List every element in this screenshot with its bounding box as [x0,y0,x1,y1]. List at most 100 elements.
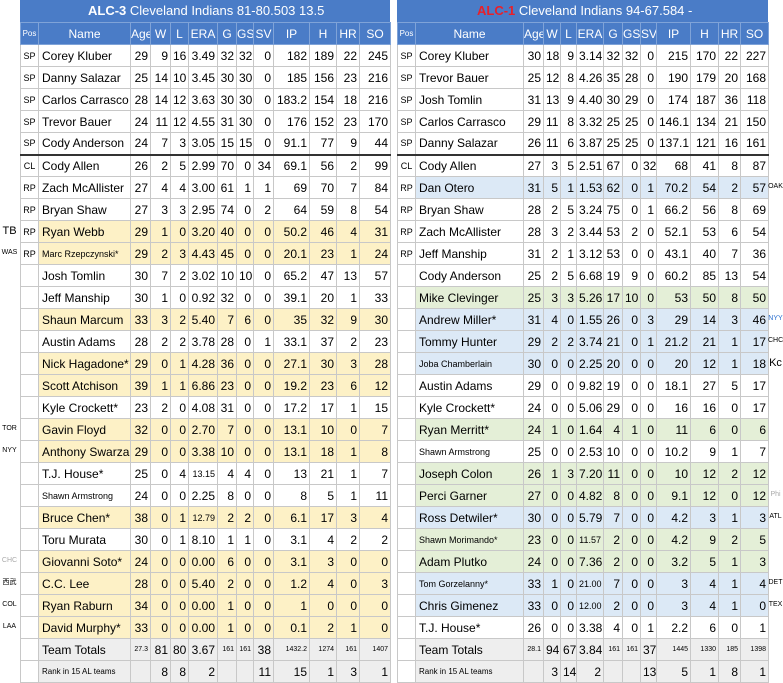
stat-hr: 8 [336,198,360,221]
team-side-label: ATL [769,513,782,520]
stat-gs: 0 [236,330,254,353]
stat-ip: 182 [273,44,310,67]
table-row: RP Zach McAllister 27 4 4 3.00 61 1 1 69 70 7 84 [20,176,391,199]
stat-g: 4 [217,462,237,485]
stat-era: 7.20 [576,462,604,485]
position-cell [397,616,416,639]
player-name: Marc Rzepczynski* [38,242,131,265]
table-row: Adam Plutko 24 0 0 7.36 2 0 0 3.2 5 1 3 [397,550,769,573]
stat-l: 1 [560,176,577,199]
team-side-label: CHC [768,337,783,344]
stat-gs: 29 [622,88,641,111]
stat-g: 74 [217,198,237,221]
stat-hr: 2 [336,330,360,353]
stat-gs: 0 [236,440,254,463]
rank-h: 1 [309,660,337,683]
position-cell [20,572,39,595]
player-name: Austin Adams [415,374,524,397]
stat-sv: 0 [640,352,657,375]
stat-hr: 1 [718,352,741,375]
stat-gs: 0 [622,594,641,617]
stat-hr: 36 [718,88,741,111]
stat-hr: 0 [336,418,360,441]
table-row: Toru Murata 30 0 1 8.10 1 1 0 3.1 4 2 2 [20,528,391,551]
stat-so: 57 [740,176,769,199]
rank-so: 1 [740,660,769,683]
stat-ip: 53 [656,286,691,309]
position-cell: SP [20,66,39,89]
table-row: Joseph Colon 26 1 3 7.20 11 0 0 10 12 2 12 [397,462,769,485]
stat-hr: 2 [718,528,741,551]
stat-sv: 0 [253,484,274,507]
stat-age: 39 [130,374,151,397]
stat-h: 85 [690,264,719,287]
stat-ip: 21.2 [656,330,691,353]
rank-label: Rank in 15 AL teams [38,660,131,683]
total-g: 161 [217,638,237,661]
stat-era: 5.26 [576,286,604,309]
stat-ip: 64 [273,198,310,221]
team-side-label: COL [2,601,17,608]
right-title-tag: ALC-1 [477,3,516,18]
stat-g: 11 [603,462,623,485]
stat-w: 1 [150,220,171,243]
stat-g: 25 [603,132,623,155]
stat-ip: 137.1 [656,132,691,155]
stat-age: 31 [523,242,544,265]
stat-so: 2 [359,528,391,551]
stat-w: 7 [150,264,171,287]
stat-sv: 0 [253,352,274,375]
stat-age: 29 [130,440,151,463]
stat-h: 187 [690,88,719,111]
column-header-age: Age [130,22,151,45]
stat-ip: 10 [656,462,691,485]
player-name: Joba Chamberlain [415,352,524,375]
stat-hr: 1 [718,572,741,595]
rank-row: Rank in 15 AL teams 3 14 2 13 5 1 8 1 [397,660,769,683]
stat-w: 18 [543,44,561,67]
stat-era: 5.40 [188,572,218,595]
stat-gs: 0 [622,462,641,485]
stat-g: 7 [217,308,237,331]
rank-h: 1 [690,660,719,683]
team-side-label: NYY [2,447,17,454]
stat-w: 4 [150,176,171,199]
stat-g: 62 [603,176,623,199]
table-row: SP Carlos Carrasco 28 14 12 3.63 30 30 0 183.2 154… [20,88,391,111]
stat-so: 31 [359,220,391,243]
stat-age: 31 [523,176,544,199]
position-cell: RP [397,220,416,243]
stat-l: 0 [170,418,189,441]
stat-era: 4.43 [188,242,218,265]
stat-so: 161 [740,132,769,155]
stat-hr: 22 [336,44,360,67]
right-title-text: Cleveland Indians 94-67.584 - [515,3,693,18]
stat-l: 2 [170,308,189,331]
stat-gs: 0 [236,220,254,243]
stat-h: 134 [690,110,719,133]
stat-so: 54 [740,220,769,243]
stat-gs: 30 [236,66,254,89]
table-row: David Murphy* 33 0 0 0.00 1 0 0 0.1 2 1 0 [20,616,391,639]
stat-l: 12 [170,110,189,133]
stat-w: 3 [543,220,561,243]
stat-ip: 13.1 [273,440,310,463]
stat-age: 29 [523,110,544,133]
table-row: Shawn Armstrong 25 0 0 2.53 10 0 0 10.2 9 1 7 [397,440,769,463]
table-row: Ryan Raburn 34 0 0 0.00 1 0 0 1 0 0 0 [20,594,391,617]
stat-gs: 0 [236,198,254,221]
team-side-label: TOR [2,425,17,432]
stat-so: 4 [359,506,391,529]
player-name: Adam Plutko [415,550,524,573]
table-row: Shawn Armstrong 24 0 0 2.25 8 0 0 8 5 1 11 [20,484,391,507]
stat-w: 2 [543,264,561,287]
total-so: 1407 [359,638,391,661]
player-name: Ryan Webb [38,220,131,243]
stat-hr: 0 [336,572,360,595]
stat-hr: 2 [718,176,741,199]
stat-sv: 0 [640,396,657,419]
stat-gs: 0 [622,330,641,353]
stat-era: 3.74 [576,330,604,353]
stat-l: 10 [170,66,189,89]
rank-ip: 5 [656,660,691,683]
